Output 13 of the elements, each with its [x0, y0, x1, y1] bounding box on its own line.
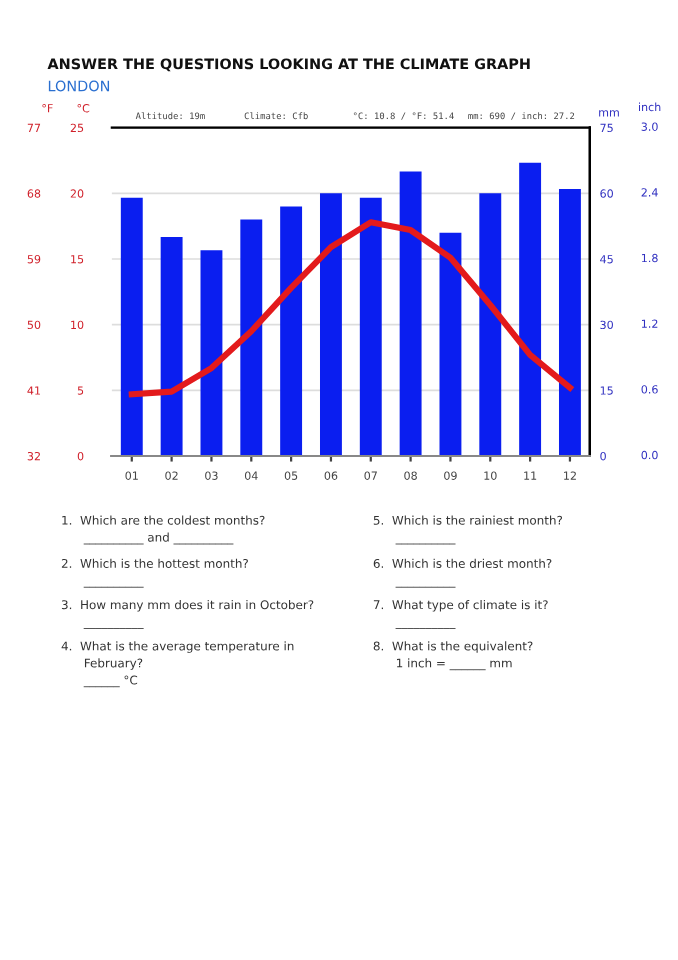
bar	[240, 219, 263, 456]
bar	[120, 197, 143, 456]
bar	[200, 250, 223, 456]
bar	[359, 197, 382, 456]
bar	[319, 193, 342, 456]
bar	[399, 171, 422, 456]
line-series	[128, 219, 573, 398]
bar	[558, 188, 581, 456]
bar	[519, 162, 542, 456]
bar	[160, 237, 183, 456]
bar	[280, 206, 303, 456]
bar	[439, 232, 462, 456]
bar	[479, 193, 502, 456]
